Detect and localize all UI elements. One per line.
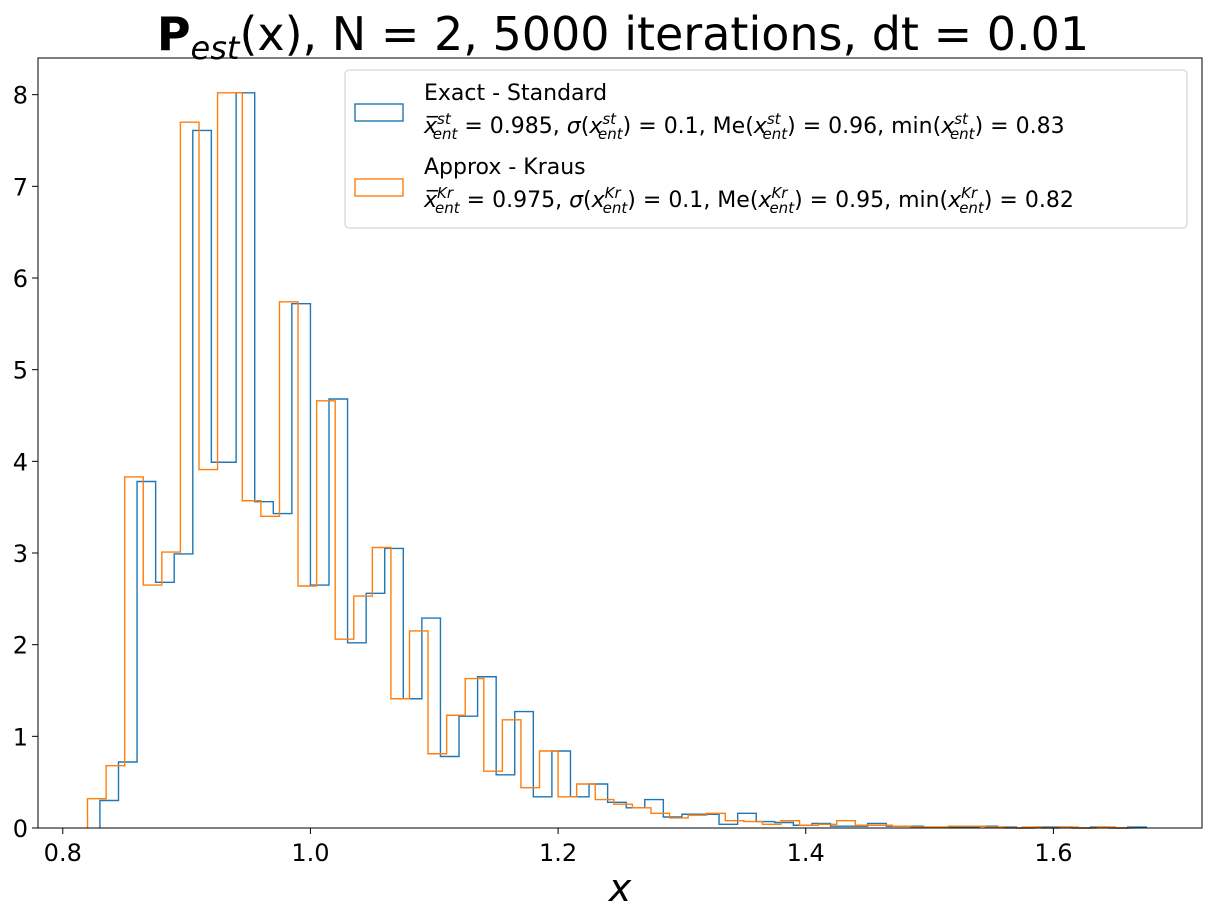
x-tick-label: 1.0 [291, 839, 329, 867]
title-subscript: est [191, 29, 241, 67]
legend-median-value-exact: 0.96 [828, 114, 877, 139]
legend-label-exact: Exact - Standard [424, 81, 607, 106]
title-rest: (x), N = 2, 5000 iterations, dt = 0.01 [239, 7, 1089, 61]
legend-mean-sup-exact: st [437, 110, 452, 128]
x-tick-label: 1.2 [539, 839, 577, 867]
legend-min-value-exact: 0.83 [1016, 114, 1065, 139]
y-tick-label: 8 [13, 82, 28, 110]
legend-median-value-kraus: 0.95 [835, 188, 884, 213]
x-tick-label: 1.6 [1034, 839, 1072, 867]
y-tick-label: 0 [13, 815, 28, 843]
x-axis-ticks: 0.8 1.0 1.2 1.4 1.6 [44, 828, 1072, 867]
legend-swatch-kraus [354, 178, 404, 197]
legend-label-kraus: Approx - Kraus [424, 155, 586, 180]
legend-mean-symbol-exact: x̅ [423, 114, 439, 139]
y-tick-label: 2 [13, 632, 28, 660]
legend-sigma-value-kraus: 0.1 [668, 188, 703, 213]
x-tick-label: 0.8 [44, 839, 82, 867]
legend-mean-sup-kraus: Kr [437, 184, 454, 202]
legend-swatch-exact [354, 103, 404, 122]
y-tick-label: 1 [13, 723, 28, 751]
axes-frame [37, 57, 1203, 829]
series-layer [86, 92, 1147, 829]
histogram-series-exact-standard [99, 92, 1147, 829]
legend-stats-kraus: x̅Kr ent = 0.975, σ(xKr ent) = 0.1, Me(xKr… [423, 184, 1074, 217]
chart-title: Pest(x), N = 2, 5000 iterations, dt = 0.… [157, 7, 1089, 67]
legend-stats-exact: x̅st ent = 0.985, σ(xst ent) = 0.1, Me(xst… [423, 110, 1065, 143]
legend-mean-value-exact: 0.985 [490, 114, 553, 139]
y-tick-label: 4 [13, 448, 28, 476]
plot-area: 0.8 1.0 1.2 1.4 1.6 0 1 2 3 4 5 6 7 8 [13, 57, 1203, 867]
title-bold-symbol: P [157, 7, 191, 61]
legend-min-value-kraus: 0.82 [1025, 188, 1074, 213]
y-tick-label: 7 [13, 173, 28, 201]
legend-sigma-value-exact: 0.1 [664, 114, 699, 139]
x-tick-label: 1.4 [787, 839, 825, 867]
histogram-series-approx-kraus [86, 92, 1134, 829]
legend-mean-symbol-kraus: x̅ [423, 188, 439, 213]
x-axis-label: x [608, 866, 632, 910]
y-tick-label: 6 [13, 265, 28, 293]
legend-box [344, 69, 1188, 229]
y-axis-ticks: 0 1 2 3 4 5 6 7 8 [13, 82, 38, 843]
legend: Exact - Standard x̅st ent = 0.985, σ(xst e… [344, 69, 1188, 229]
legend-mean-value-kraus: 0.975 [492, 188, 555, 213]
y-tick-label: 3 [13, 540, 28, 568]
y-tick-label: 5 [13, 357, 28, 385]
